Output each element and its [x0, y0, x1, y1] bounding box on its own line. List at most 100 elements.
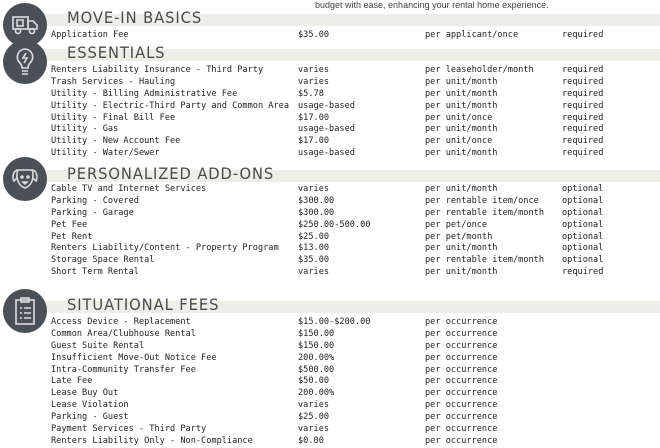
fee-name: Renters Liability Only - Non-Compliance: [51, 435, 253, 446]
fee-frequency: per occurrence: [425, 400, 498, 411]
section-band: [40, 170, 660, 182]
fee-requirement: required: [562, 88, 604, 99]
fee-frequency: per unit/month: [425, 243, 498, 254]
fee-amount: $150.00: [298, 340, 335, 351]
fee-frequency: per unit/month: [425, 148, 498, 159]
fee-name: Utility - Water/Sewer: [51, 148, 160, 159]
fee-amount: varies: [298, 267, 330, 278]
fee-frequency: per occurrence: [425, 340, 498, 351]
fee-requirement: optional: [562, 219, 604, 230]
fee-amount: $35.00: [298, 30, 330, 40]
fee-frequency: per occurrence: [425, 424, 498, 435]
lightbulb-icon: [3, 40, 47, 84]
section-title: PERSONALIZED ADD-ONS: [67, 164, 275, 183]
fee-frequency: per occurrence: [425, 376, 498, 387]
fee-frequency: per unit/month: [425, 184, 498, 194]
dog-icon: [3, 157, 47, 201]
fee-amount: $250.00-500.00: [298, 219, 371, 230]
fee-row: Insufficient Move-Out Notice Fee 200.00% p…: [51, 353, 660, 365]
fee-frequency: per occurrence: [425, 317, 498, 327]
fee-row: Cable TV and Internet Services varies per …: [51, 184, 660, 196]
fee-row: Guest Suite Rental $150.00 per occurrence: [51, 341, 660, 353]
fee-requirement: optional: [562, 184, 604, 194]
fee-name: Lease Violation: [51, 400, 129, 411]
fee-row: Application Fee $35.00 per applicant/once r…: [51, 30, 660, 42]
fee-row: Short Term Rental varies per unit/month req…: [51, 267, 660, 279]
fee-name: Storage Space Rental: [51, 255, 155, 266]
fee-frequency: per occurrence: [425, 412, 498, 423]
fee-amount: $300.00: [298, 195, 335, 206]
fee-name: Payment Services - Third Party: [51, 424, 207, 435]
fee-name: Renters Liability/Content - Property Pro…: [51, 243, 279, 254]
fee-frequency: per occurrence: [425, 364, 498, 375]
section-band: [40, 301, 660, 313]
fee-name: Access Device - Replacement: [51, 317, 191, 327]
fee-table: Cable TV and Internet Services varies per …: [51, 184, 660, 279]
fee-row: Late Fee $50.00 per occurrence: [51, 376, 660, 388]
fee-name: Renters Liability Insurance - Third Part…: [51, 65, 264, 75]
fee-amount: $35.00: [298, 255, 330, 266]
fee-amount: $50.00: [298, 376, 330, 387]
fee-row: Parking - Garage $300.00 per rentable item…: [51, 208, 660, 220]
fee-row: Payment Services - Third Party varies per …: [51, 424, 660, 436]
fee-requirement: required: [562, 267, 604, 278]
fee-requirement: required: [562, 148, 604, 159]
section-band: [40, 14, 660, 26]
fee-table: Renters Liability Insurance - Third Part…: [51, 65, 660, 160]
section-band: [40, 49, 660, 61]
fee-frequency: per occurrence: [425, 328, 498, 339]
fee-amount: usage-based: [298, 100, 355, 111]
fee-frequency: per leaseholder/month: [425, 65, 534, 75]
fee-requirement: optional: [562, 195, 604, 206]
fee-amount: $17.00: [298, 136, 330, 147]
fee-requirement: required: [562, 76, 604, 87]
fee-row: Renters Liability Only - Non-Compliance $…: [51, 436, 660, 448]
fee-frequency: per unit/month: [425, 76, 498, 87]
section-title: ESSENTIALS: [67, 43, 166, 62]
moving-truck-icon: [3, 3, 47, 47]
fee-name: Guest Suite Rental: [51, 340, 145, 351]
fee-amount: varies: [298, 65, 330, 75]
fee-frequency: per unit/month: [425, 100, 498, 111]
fee-row: Storage Space Rental $35.00 per rentable i…: [51, 255, 660, 267]
fee-requirement: required: [562, 65, 604, 75]
section-title: MOVE-IN BASICS: [67, 8, 203, 27]
fee-frequency: per pet/month: [425, 231, 493, 242]
fee-name: Common Area/Clubhouse Rental: [51, 328, 196, 339]
fee-amount: $13.00: [298, 243, 330, 254]
fee-amount: 200.00%: [298, 388, 335, 399]
fee-table: Access Device - Replacement $15.00-$200.0…: [51, 317, 660, 448]
clipboard-icon: [3, 289, 47, 333]
fee-amount: $500.00: [298, 364, 335, 375]
fee-name: Lease Buy Out: [51, 388, 119, 399]
fee-name: Parking - Covered: [51, 195, 139, 206]
fee-row: Intra-Community Transfer Fee $500.00 per o…: [51, 365, 660, 377]
fee-amount: varies: [298, 424, 330, 435]
fee-name: Late Fee: [51, 376, 93, 387]
fee-name: Cable TV and Internet Services: [51, 184, 207, 194]
fee-amount: $0.00: [298, 435, 324, 446]
fee-amount: usage-based: [298, 148, 355, 159]
fee-row: Trash Services - Hauling varies per unit/m…: [51, 77, 660, 89]
fee-frequency: per unit/month: [425, 88, 498, 99]
fee-frequency: per unit/month: [425, 267, 498, 278]
fee-amount: varies: [298, 76, 330, 87]
fee-frequency: per rentable item/once: [425, 195, 539, 206]
fee-frequency: per unit/once: [425, 112, 493, 123]
fee-row: Utility - New Account Fee $17.00 per unit/…: [51, 136, 660, 148]
fee-amount: $17.00: [298, 112, 330, 123]
fee-row: Utility - Water/Sewer usage-based per unit…: [51, 148, 660, 160]
fee-row: Parking - Covered $300.00 per rentable ite…: [51, 196, 660, 208]
fee-requirement: required: [562, 30, 604, 40]
fee-requirement: optional: [562, 243, 604, 254]
fee-frequency: per unit/month: [425, 124, 498, 135]
fee-row: Utility - Billing Administrative Fee $5.7…: [51, 89, 660, 101]
fee-amount: $25.00: [298, 231, 330, 242]
fee-name: Trash Services - Hauling: [51, 76, 176, 87]
fee-frequency: per occurrence: [425, 352, 498, 363]
fee-name: Utility - Final Bill Fee: [51, 112, 176, 123]
fee-frequency: per rentable item/month: [425, 207, 544, 218]
fee-requirement: required: [562, 124, 604, 135]
fee-row: Utility - Final Bill Fee $17.00 per unit/o…: [51, 113, 660, 125]
fee-row: Common Area/Clubhouse Rental $150.00 per o…: [51, 329, 660, 341]
